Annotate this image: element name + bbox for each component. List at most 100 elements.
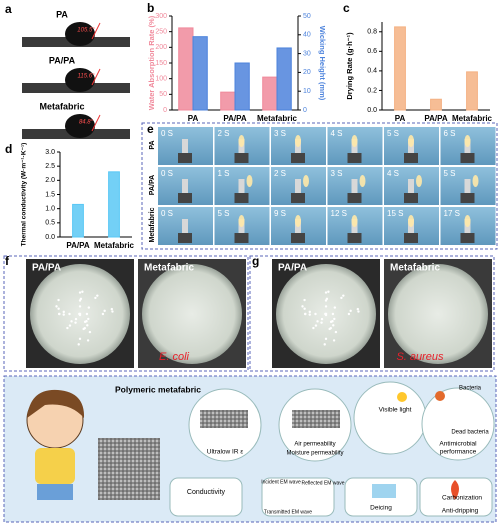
y-tick-label: 0.2 (367, 87, 377, 94)
colony (82, 327, 85, 331)
colony (312, 326, 315, 330)
flame (464, 135, 471, 147)
colony (323, 343, 326, 346)
colony (57, 298, 60, 302)
y-tick-label: 200 (155, 44, 167, 51)
time-label: 12 S (331, 209, 347, 218)
colony (103, 309, 106, 313)
colony (316, 320, 319, 323)
angle-label: 105.5° (77, 28, 95, 34)
flame (472, 175, 479, 187)
angle-label: 115.6° (78, 74, 96, 80)
x-tick-label: Metafabric (94, 241, 135, 250)
y-axis-label: Thermal conductivity (W·m⁻¹·K⁻¹) (21, 143, 28, 247)
y-tick-label: 250 (155, 29, 167, 36)
x-tick-label: PA (188, 114, 199, 123)
fabric-tile (292, 410, 340, 428)
feature-label: performance (440, 449, 477, 456)
clamp (347, 193, 362, 203)
colony (77, 343, 80, 346)
bar (192, 36, 208, 111)
feature-label: Antimicrobial (439, 441, 477, 448)
flame (464, 215, 471, 227)
panel-letter: b (147, 1, 154, 15)
flame (238, 135, 245, 147)
bacterium (435, 391, 445, 401)
feature-box (169, 477, 243, 517)
colony (314, 324, 318, 327)
flame (408, 135, 414, 147)
time-label: 15 S (387, 209, 403, 218)
clamp (178, 233, 192, 243)
colony (78, 312, 82, 316)
bar (72, 203, 84, 238)
time-label: 5 S (387, 129, 399, 138)
y-tick-label: 50 (159, 91, 167, 98)
bar (178, 27, 194, 111)
time-label: 5 S (218, 209, 230, 218)
time-label: 0 S (161, 209, 173, 218)
panel-letter: f (5, 254, 10, 268)
clamp (347, 233, 362, 243)
dish-label: Metafabric (144, 263, 194, 274)
colony (87, 306, 91, 309)
colony (340, 296, 343, 300)
feature-circle (421, 387, 495, 461)
colony (78, 291, 82, 294)
child-shorts (37, 484, 73, 500)
y-tick-label: 0.6 (367, 48, 377, 55)
feature-label: Moisture permeability (286, 451, 343, 457)
fabric (464, 179, 471, 193)
colony (328, 327, 331, 331)
time-label: 9 S (274, 209, 286, 218)
time-label: 6 S (444, 129, 456, 138)
colony (86, 324, 89, 327)
colony (111, 310, 114, 313)
panel-letter: c (343, 1, 350, 15)
time-label: 0 S (161, 129, 173, 138)
colony (81, 290, 84, 293)
row-label: PA/PA (149, 175, 156, 195)
colony (78, 337, 82, 341)
flame (408, 215, 414, 227)
y-tick-label: 0.5 (45, 220, 55, 227)
colony (57, 307, 60, 310)
dish-label: PA/PA (32, 263, 61, 274)
colony (324, 312, 328, 316)
y-tick-label: 2.0 (45, 177, 55, 184)
bar (276, 47, 292, 111)
colony (78, 299, 82, 302)
flame (416, 175, 422, 187)
colony (324, 305, 328, 308)
clamp (291, 193, 305, 203)
droplet (65, 68, 95, 92)
y2-tick-label: 20 (303, 69, 311, 76)
fabric (408, 179, 414, 193)
colony (70, 320, 73, 323)
x-tick-label: PA (395, 114, 406, 123)
row-label: Metafabric (149, 207, 156, 242)
colony (331, 312, 335, 316)
bar (430, 98, 442, 111)
time-label: 2 S (274, 169, 286, 178)
y-tick-label: 0.0 (45, 234, 55, 241)
y2-tick-label: 10 (303, 88, 311, 95)
angle-line (91, 68, 101, 86)
clamp (460, 193, 475, 203)
sample-label: PA/PA (49, 55, 76, 65)
colony (94, 296, 97, 300)
y2-tick-label: 30 (303, 50, 311, 57)
feature-label: Transmitted EM wave (264, 509, 312, 515)
colony (347, 312, 351, 316)
panel-border (141, 122, 498, 250)
feature-label: Bacteria (459, 386, 482, 392)
bar (108, 171, 120, 238)
colony (332, 324, 335, 327)
y2-tick-label: 50 (303, 13, 311, 20)
x-tick-label: Metafabric (257, 114, 298, 123)
time-label: 1 S (218, 169, 230, 178)
colony (357, 310, 360, 313)
time-label: 5 S (444, 169, 456, 178)
